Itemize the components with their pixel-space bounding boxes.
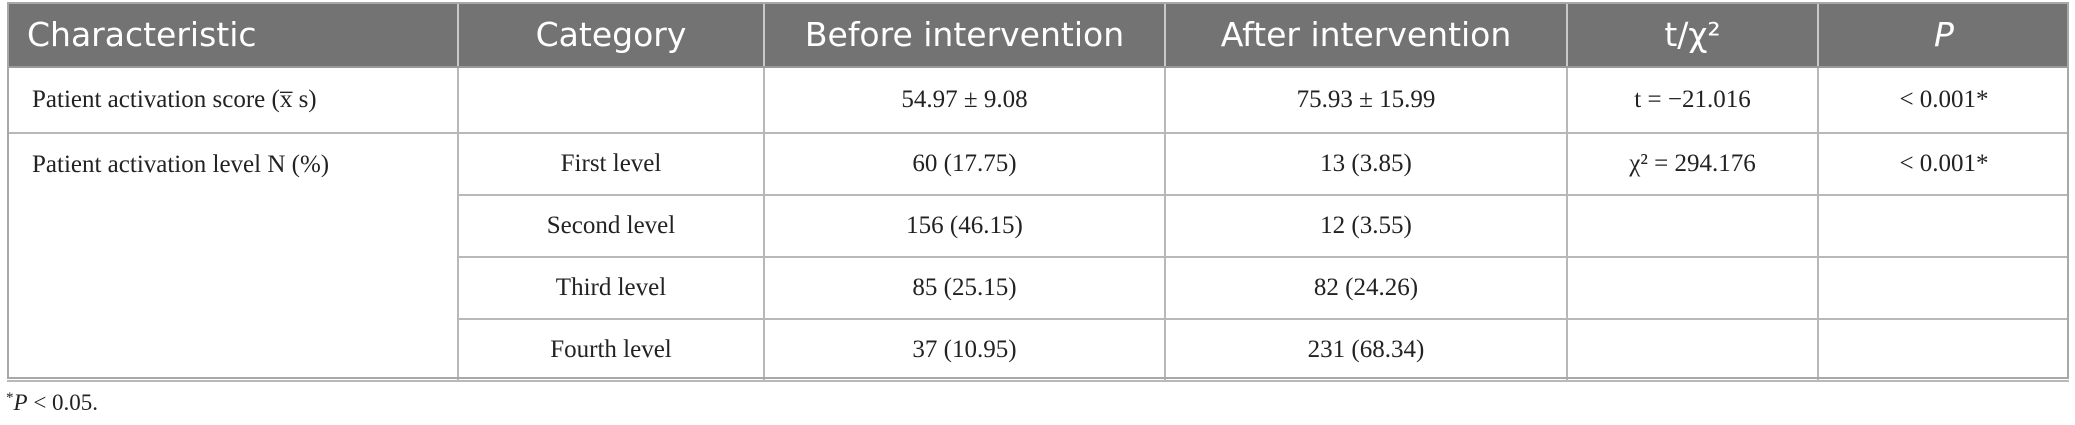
cell-statistic [1567,257,1819,320]
cell-statistic: χ² = 294.176 [1567,133,1819,196]
header-after-intervention: After intervention [1165,2,1568,68]
cell-statistic: t = −21.016 [1567,67,1819,134]
header-row: Characteristic Category Before intervent… [7,2,2069,68]
cell-before: 37 (10.95) [764,319,1166,382]
cell-p [1818,195,2069,258]
cell-p [1818,257,2069,320]
cell-category: Second level [458,195,765,258]
table-row: Third level 85 (25.15) 82 (24.26) [7,257,2069,320]
cell-statistic [1567,319,1819,382]
cell-after: 231 (68.34) [1165,319,1568,382]
cell-p: < 0.001* [1818,133,2069,196]
results-table-container: Characteristic Category Before intervent… [7,2,2069,382]
header-category: Category [458,2,765,68]
header-p-value: P [1818,2,2069,68]
cell-statistic [1567,195,1819,258]
cell-p: < 0.001* [1818,67,2069,134]
header-before-intervention: Before intervention [764,2,1166,68]
cell-after: 13 (3.85) [1165,133,1568,196]
header-characteristic: Characteristic [7,2,459,68]
cell-before: 156 (46.15) [764,195,1166,258]
cell-category [458,67,765,134]
cell-category: First level [458,133,765,196]
cell-characteristic: Patient activation level N (%) [7,133,459,382]
cell-after: 82 (24.26) [1165,257,1568,320]
cell-after: 12 (3.55) [1165,195,1568,258]
cell-after: 75.93 ± 15.99 [1165,67,1568,134]
table-row: Second level 156 (46.15) 12 (3.55) [7,195,2069,258]
footnote-star: * [6,390,14,406]
footnote-p: P [13,390,28,415]
header-test-statistic: t/χ² [1567,2,1819,68]
cell-before: 85 (25.15) [764,257,1166,320]
cell-p [1818,319,2069,382]
table-row: Patient activation level N (%) First lev… [7,133,2069,382]
cell-category: Third level [458,257,765,320]
table-row: Fourth level 37 (10.95) 231 (68.34) [7,319,2069,382]
cell-before: 54.97 ± 9.08 [764,67,1166,134]
cell-before: 60 (17.75) [764,133,1166,196]
table-row: Patient activation score (x̅ s) 54.97 ± … [7,67,2069,134]
cell-category: Fourth level [458,319,765,382]
footnote-text: < 0.05. [27,390,99,415]
footnote: *P < 0.05. [6,390,98,416]
results-table: Characteristic Category Before intervent… [7,2,2069,382]
cell-characteristic: Patient activation score (x̅ s) [7,67,459,134]
